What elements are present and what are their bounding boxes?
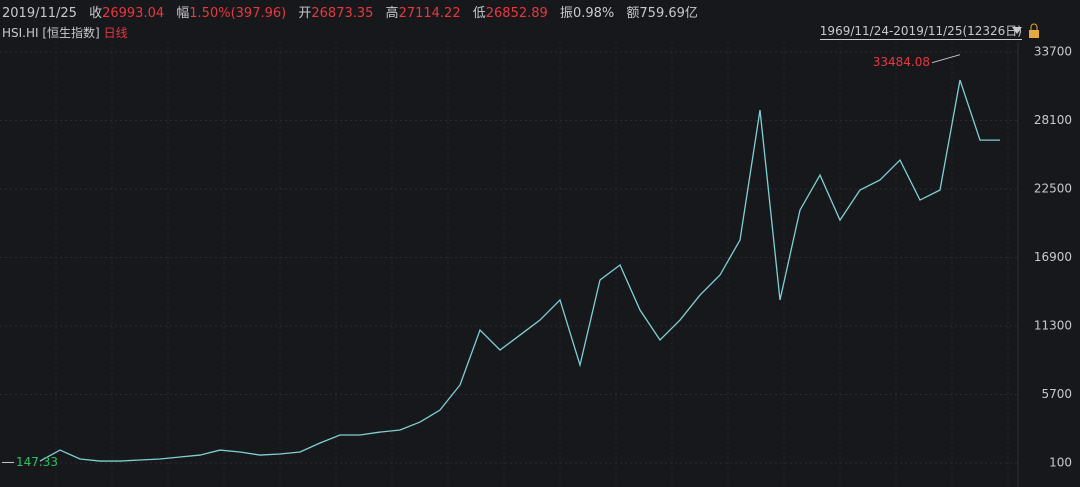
y-tick-label: 28100 <box>1034 113 1072 127</box>
label: 幅 <box>176 6 190 21</box>
period[interactable]: 日线 <box>103 26 128 40</box>
min-label: 147.33 <box>16 455 58 469</box>
value: 26873.35 <box>311 6 374 21</box>
y-tick-label: 100 <box>1049 456 1072 470</box>
price-line <box>39 79 1000 462</box>
lock-icon <box>1030 23 1038 30</box>
value: 759.69亿 <box>639 6 698 21</box>
lock-icon[interactable] <box>1029 30 1039 38</box>
label: 振 <box>559 6 573 21</box>
y-tick-label: 16900 <box>1034 250 1072 264</box>
max-pointer <box>931 54 961 64</box>
max-label: 33484.08 <box>873 55 930 69</box>
y-tick-label: 11300 <box>1034 319 1072 333</box>
value: 27114.22 <box>398 6 461 21</box>
value: 0.98% <box>572 6 615 21</box>
y-tick-label: 5700 <box>1041 387 1072 401</box>
label: 收 <box>89 6 103 21</box>
y-tick-label: 22500 <box>1034 182 1072 196</box>
y-tick-label: 33700 <box>1034 45 1072 59</box>
label: 额 <box>626 6 640 21</box>
quote-bar: 2019/11/25 收26993.04 幅1.50%(397.96) 开268… <box>2 2 698 21</box>
value: 26993.04 <box>102 6 165 21</box>
value: 1.50%(397.96) <box>189 6 287 21</box>
symbol-bar: HSI.HI [恒生指数] 日线 <box>2 24 128 41</box>
date-range[interactable]: 1969/11/24-2019/11/25(12326日) <box>819 24 1022 40</box>
label: 高 <box>385 6 399 21</box>
dropdown-icon[interactable] <box>1012 27 1022 34</box>
label: 低 <box>472 6 486 21</box>
date: 2019/11/25 <box>2 6 77 21</box>
value: 26852.89 <box>485 6 548 21</box>
symbol: HSI.HI [恒生指数] <box>2 26 100 40</box>
label: 开 <box>298 6 312 21</box>
